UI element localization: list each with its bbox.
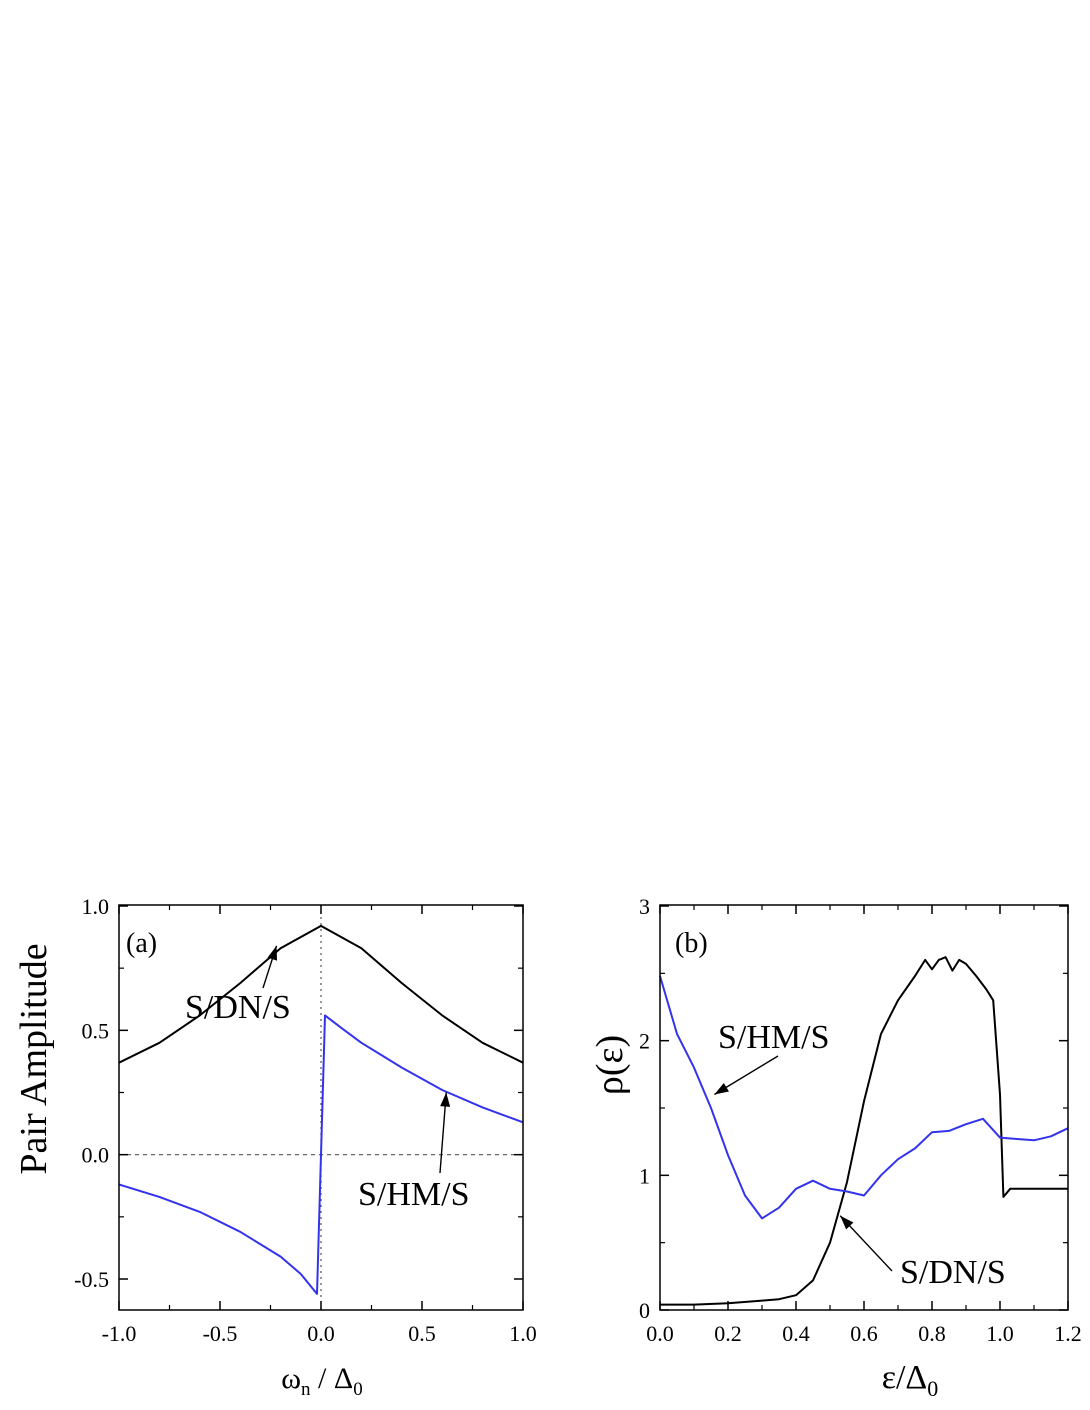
panel-a: -1.0 -0.5 0.0 0.5 1.0 -0.5 0.0 0.5 1.0 (a) Pair … [13,894,537,1400]
annotation-arrow-head [840,1215,854,1230]
panel-a-label: (a) [126,928,157,959]
panel-a-ylabel: Pair Amplitude [13,943,55,1174]
y-tick-label: 2 [639,1029,650,1054]
x-tick-label: 0.6 [850,1321,878,1346]
x-tick-label: 0.0 [646,1321,674,1346]
y-tick-label: 1.0 [82,894,110,919]
y-tick-label: -0.5 [74,1267,109,1292]
x-tick-label: 1.2 [1054,1321,1082,1346]
panel-a-ticks: -1.0 -0.5 0.0 0.5 1.0 -0.5 0.0 0.5 1.0 [74,894,537,1346]
y-tick-label: 0.5 [82,1018,110,1043]
annotation-shms-b: S/HM/S [718,1019,830,1056]
series-line-s-hm-s [659,975,1069,1220]
panel-b-ticks: 0.0 0.2 0.4 0.6 0.8 1.0 1.2 0 1 2 3 [639,894,1082,1346]
series-line-s-hm-s [118,1014,524,1295]
annotation-arrow-head [440,1092,451,1107]
x-tick-label: -0.5 [203,1321,238,1346]
annotation-sdns-a: S/DN/S [185,989,291,1026]
y-tick-label: 1 [639,1163,650,1188]
xlabel-slash-delta: / Δ [311,1362,354,1395]
panel-a-xlabel: ωn / Δ0 [281,1362,362,1400]
panel-b-frame [659,904,1069,1311]
annotation-arrow-head [714,1083,729,1095]
x-tick-label: 0.4 [782,1321,810,1346]
series-line-s-dn-s [118,924,524,1064]
xlabel-zero-subscript-b: 0 [927,1376,938,1401]
panel-a-reference-lines [119,905,523,1310]
panel-b-label: (b) [675,928,708,959]
x-tick-label: 0.5 [408,1321,436,1346]
x-tick-label: 0.8 [918,1321,946,1346]
series-line-s-dn-s [660,956,1068,1306]
panel-b-ylabel: ρ(ε) [589,1035,631,1095]
panel-b-xlabel: ε/Δ0 [882,1359,939,1401]
xlabel-n-subscript: n [301,1379,311,1400]
panel-a-series [118,924,524,1295]
annotation-sdns-b: S/DN/S [900,1254,1006,1291]
panel-a-annotations: S/DN/S S/HM/S [185,945,470,1213]
annotation-arrow-head [267,945,278,961]
xlabel-omega: ω [281,1362,301,1395]
panel-b-annotations: S/HM/S S/DN/S [714,1019,1006,1291]
panel-b-series [659,956,1069,1306]
x-tick-label: 0.2 [714,1321,742,1346]
x-tick-label: -1.0 [102,1321,137,1346]
x-tick-label: 1.0 [509,1321,537,1346]
xlabel-zero-subscript: 0 [353,1379,363,1400]
xlabel-epsilon-delta: ε/Δ [882,1359,928,1396]
x-tick-label: 0.0 [307,1321,335,1346]
y-tick-label: 0 [639,1298,650,1323]
y-tick-label: 0.0 [82,1143,110,1168]
y-tick-label: 3 [639,894,650,919]
x-tick-label: 1.0 [986,1321,1014,1346]
annotation-shms-a: S/HM/S [358,1176,470,1213]
